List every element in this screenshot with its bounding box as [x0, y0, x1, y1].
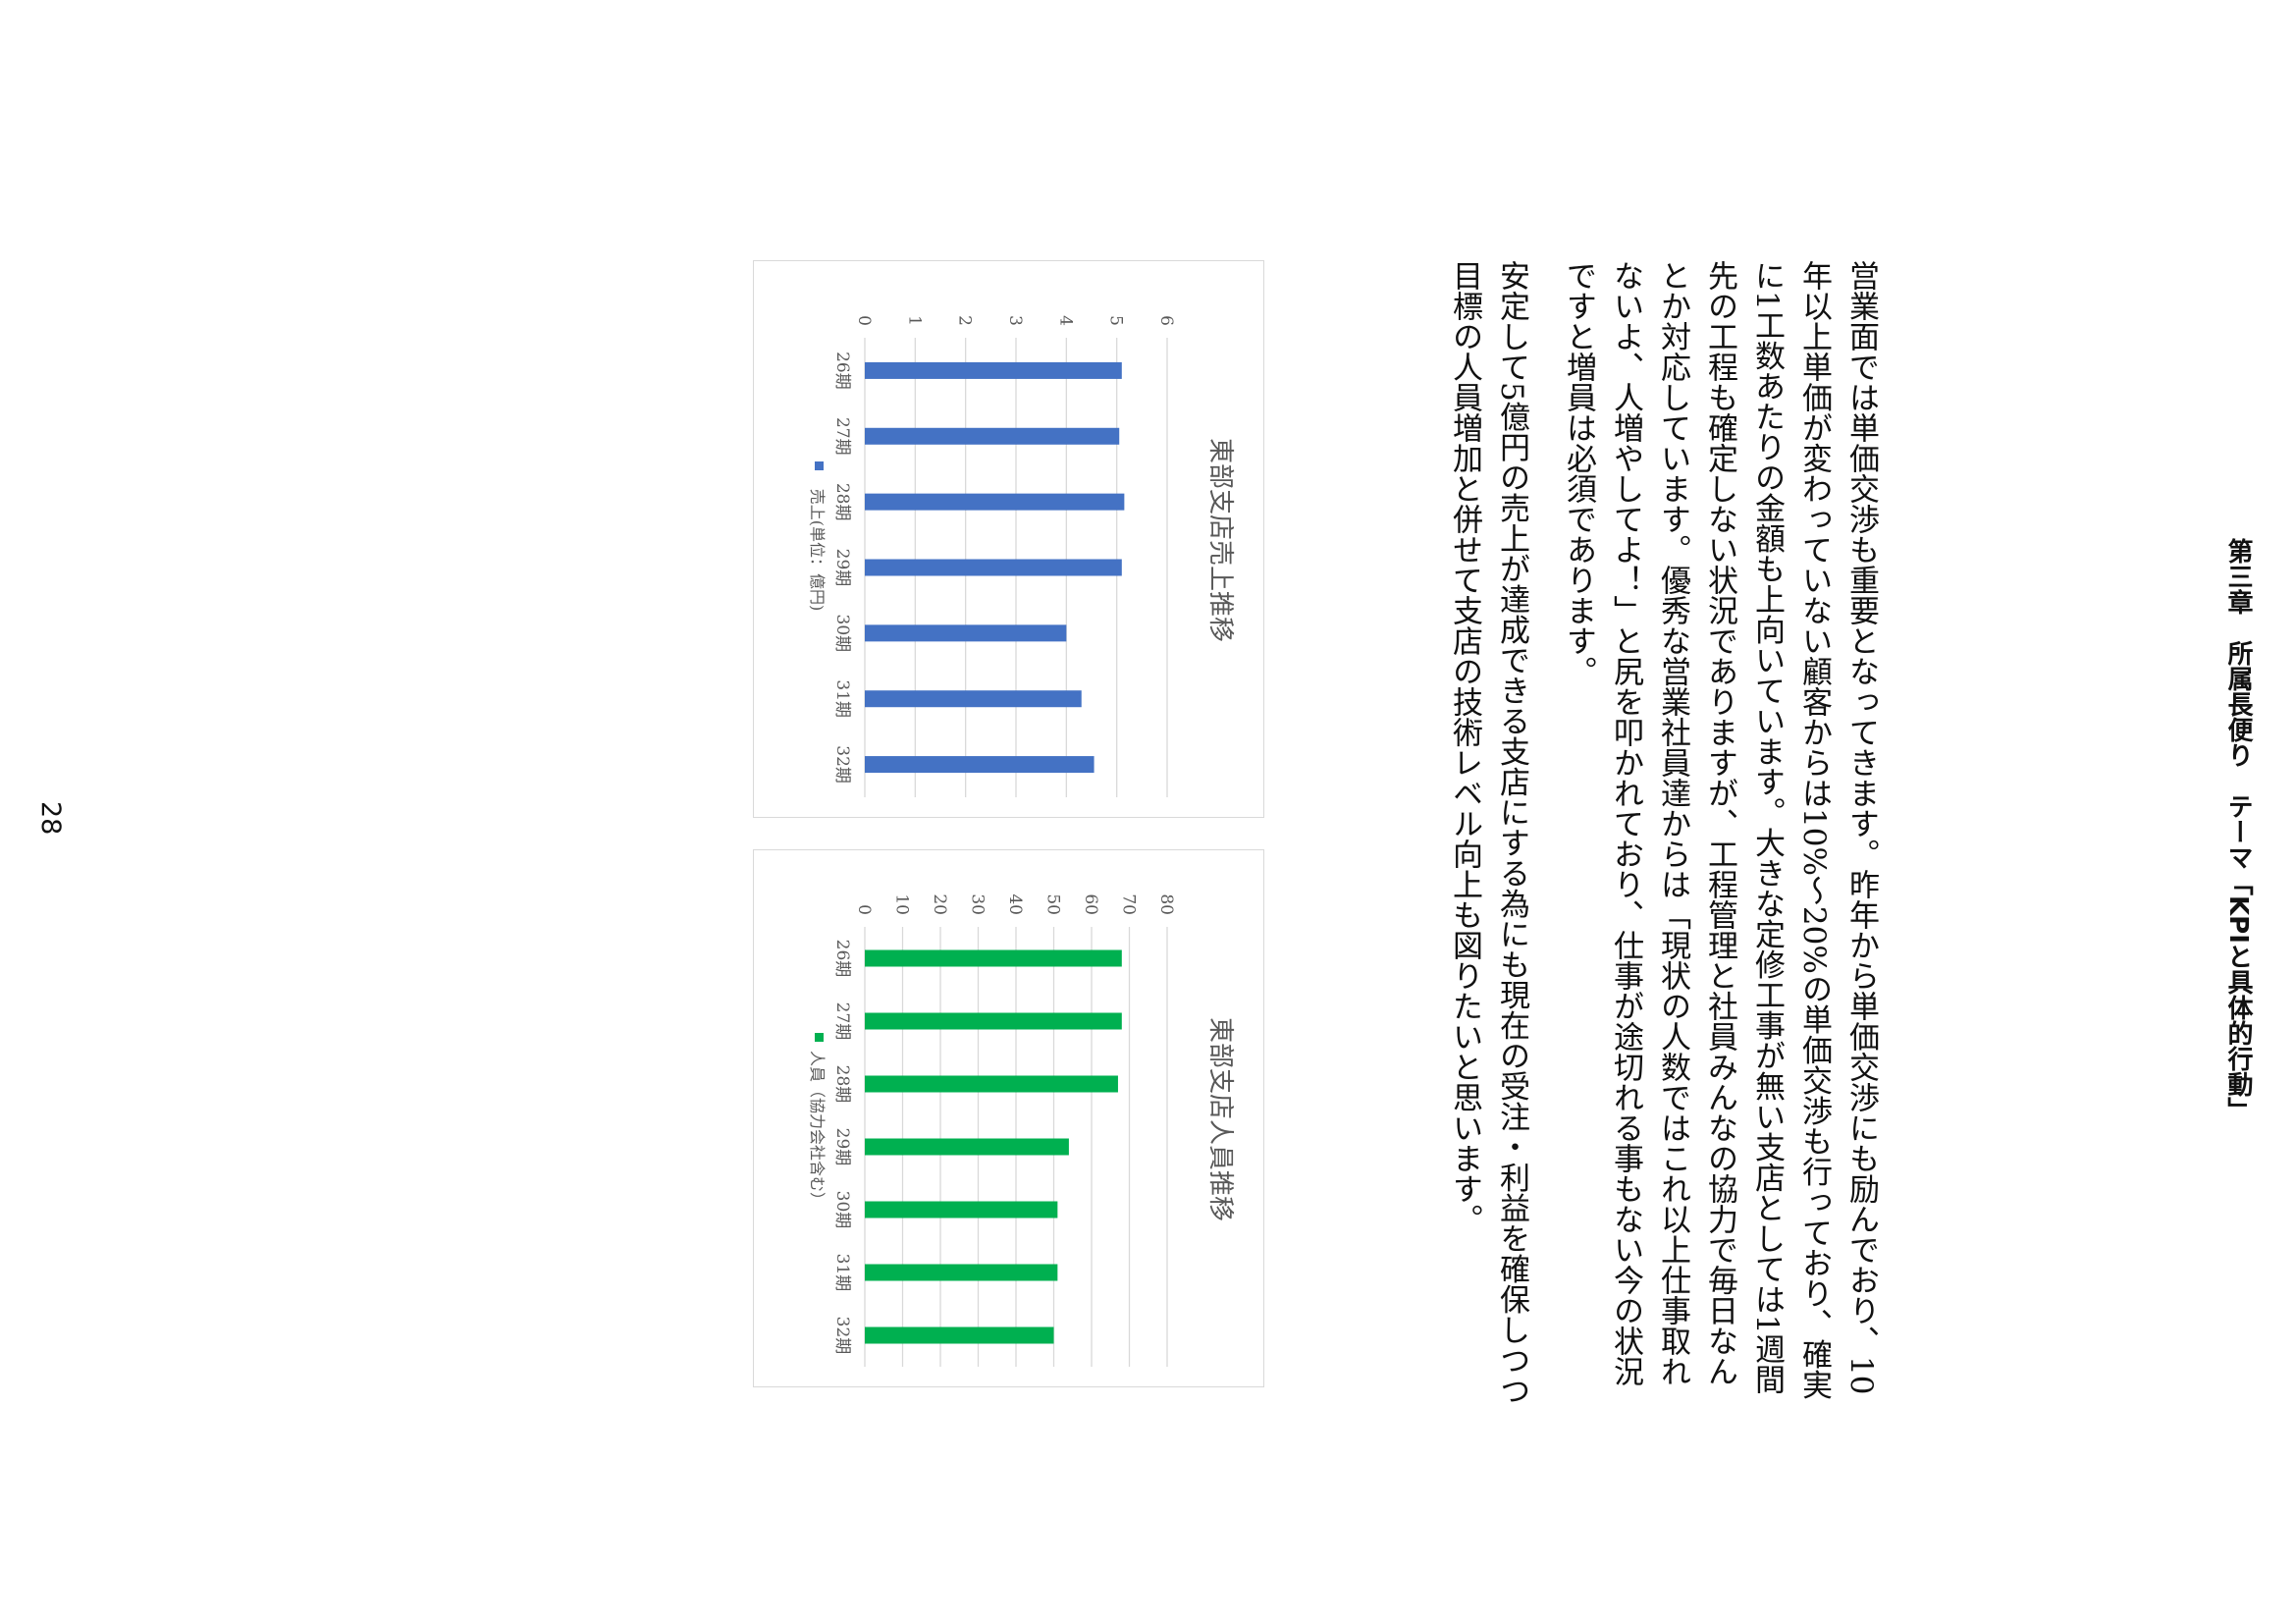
- y-tick-label: 50: [1043, 893, 1063, 915]
- paragraph-1: 営業面では単価交渉も重要となってきます。昨年から単価交渉にも励んでおり、10年以…: [1561, 260, 1879, 1400]
- legend-swatch: [815, 1033, 824, 1042]
- chart-title: 東部支店売上推移: [1205, 438, 1235, 642]
- y-tick-label: 0: [854, 904, 874, 915]
- bar: [865, 756, 1095, 774]
- y-tick-label: 70: [1119, 893, 1139, 915]
- legend-label: 人員（協力会社含む）: [808, 1051, 827, 1208]
- x-tick-label: 29期: [832, 1128, 852, 1166]
- bar: [865, 1012, 1122, 1030]
- page-number: 28: [35, 801, 66, 836]
- bar: [865, 559, 1122, 576]
- bar: [865, 1326, 1054, 1344]
- bar: [865, 361, 1122, 379]
- staff-chart-svg: 東部支店人員推移 0 10 20 30 40 50 60 70 80 26期 27期 28期 29期 30期…: [808, 893, 1235, 1367]
- x-tick-label: 27期: [832, 417, 852, 456]
- y-tick-label: 20: [930, 893, 949, 915]
- y-tick-label: 0: [854, 315, 874, 326]
- legend-label: 売上(単位：億円): [808, 489, 827, 612]
- bar: [865, 493, 1125, 511]
- x-tick-label: 27期: [832, 1002, 852, 1041]
- x-tick-label: 30期: [832, 1191, 852, 1229]
- bar: [865, 690, 1082, 708]
- bar: [865, 1201, 1058, 1218]
- x-tick-label: 32期: [832, 745, 852, 784]
- x-tick-label: 28期: [832, 483, 852, 521]
- sales-chart: 東部支店売上推移 0 1 2 3 4 5 6 26期 27期 28期 29期 30期 31期 32期 売上(単…: [753, 260, 1264, 818]
- y-tick-label: 1: [904, 315, 924, 326]
- x-tick-label: 30期: [832, 615, 852, 653]
- y-tick-label: 2: [955, 315, 975, 326]
- bar: [864, 1075, 1118, 1093]
- y-tick-label: 6: [1156, 315, 1176, 326]
- y-tick-label: 40: [1005, 893, 1025, 915]
- y-tick-label: 30: [968, 893, 988, 915]
- y-tick-label: 4: [1055, 315, 1075, 326]
- bar: [865, 427, 1120, 445]
- bar: [865, 1264, 1058, 1281]
- x-tick-label: 26期: [832, 352, 852, 390]
- bar: [865, 624, 1067, 642]
- chart-title: 東部支店人員推移: [1205, 1017, 1235, 1221]
- x-tick-label: 31期: [832, 1254, 852, 1292]
- y-tick-label: 3: [1005, 315, 1025, 326]
- y-tick-label: 60: [1081, 893, 1100, 915]
- x-tick-label: 26期: [832, 940, 852, 978]
- x-tick-label: 29期: [832, 549, 852, 587]
- y-tick-label: 80: [1156, 893, 1176, 915]
- x-tick-label: 32期: [832, 1317, 852, 1355]
- sales-chart-svg: 東部支店売上推移 0 1 2 3 4 5 6 26期 27期 28期 29期 30期 31期 32期 売上(単…: [808, 315, 1235, 797]
- paragraph-2: 安定して5億円の売上が達成できる支店にする為にも現在の受注・利益を確保しつつ目標…: [1447, 260, 1529, 1406]
- chapter-heading: 第三章 所属長便り テーマ「KPIと具体的行動」: [2223, 538, 2253, 1122]
- y-tick-label: 10: [892, 893, 912, 915]
- staff-chart: 東部支店人員推移 0 10 20 30 40 50 60 70 80 26期 27期 28期 29期 30期…: [753, 849, 1264, 1387]
- x-tick-label: 28期: [832, 1065, 852, 1104]
- body-text: 営業面では単価交渉も重要となってきます。昨年から単価交渉にも励んでおり、10年以…: [1384, 260, 1885, 1409]
- x-tick-label: 31期: [832, 679, 852, 718]
- bar: [865, 949, 1122, 967]
- legend-swatch: [815, 461, 824, 470]
- y-tick-label: 5: [1106, 315, 1126, 326]
- bar: [865, 1138, 1069, 1156]
